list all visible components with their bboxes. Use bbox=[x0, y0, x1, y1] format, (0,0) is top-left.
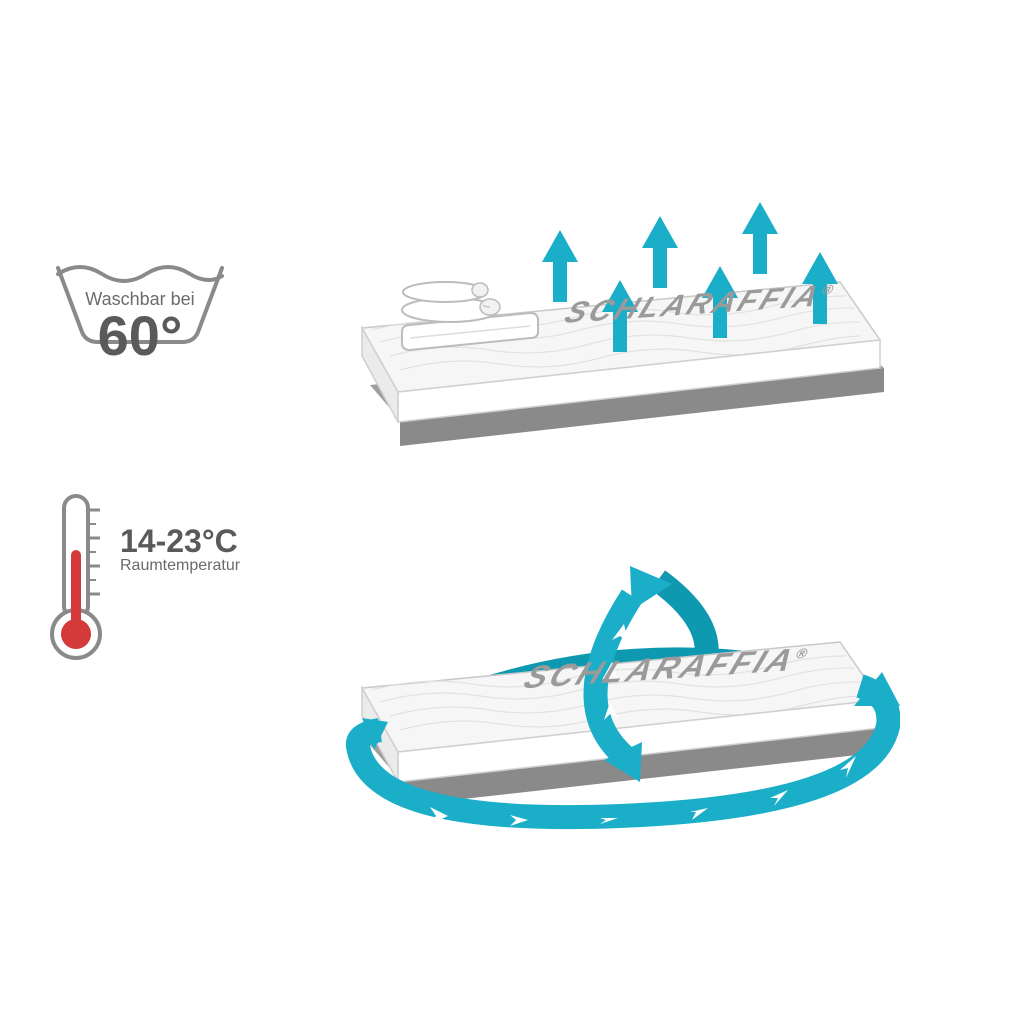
towels-icon bbox=[402, 282, 538, 350]
wash-symbol-block: Waschbar bei 60° bbox=[50, 250, 230, 364]
temp-range: 14-23°C bbox=[120, 525, 240, 557]
mattress-breathability: SCHLARAFFIA® bbox=[340, 170, 900, 460]
thermometer-text: 14-23°C Raumtemperatur bbox=[120, 525, 240, 575]
thermometer-block: 14-23°C Raumtemperatur bbox=[50, 490, 280, 675]
temp-sub: Raumtemperatur bbox=[120, 557, 240, 575]
thermometer-icon bbox=[50, 490, 110, 670]
mattress-rotation: SCHLARAFFIA® bbox=[340, 520, 900, 840]
